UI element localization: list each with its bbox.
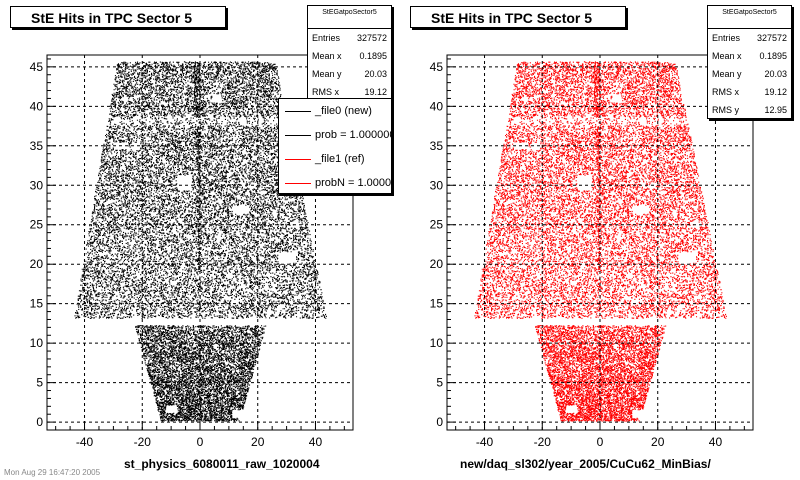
scatter-mark (474, 61, 727, 422)
x-tick-label: -40 (76, 435, 94, 449)
stats-value: 19.12 (364, 87, 387, 97)
x-tick-label: 20 (651, 435, 665, 449)
y-tick-label: 10 (430, 336, 444, 350)
chart-title: StE Hits in TPC Sector 5 (10, 6, 226, 28)
y-tick-label: 20 (430, 257, 444, 271)
x-tick-label: -20 (134, 435, 152, 449)
stats-label: RMS x (312, 87, 339, 97)
legend: _file0 (new) prob = 1.000000 _file1 (ref… (278, 98, 392, 194)
plot-right: -40 -20 0 20 40 0 5 10 15 20 25 30 35 40 45 (430, 54, 754, 449)
stats-value: 19.12 (764, 87, 787, 97)
legend-swatch (285, 111, 311, 112)
y-tick-label: 20 (30, 257, 44, 271)
stats-value: 0.1895 (359, 51, 387, 61)
chart-title: StE Hits in TPC Sector 5 (410, 6, 626, 28)
x-tick-label: 20 (251, 435, 265, 449)
grid (447, 55, 753, 430)
stats-value: 20.03 (364, 69, 387, 79)
legend-swatch (285, 135, 311, 136)
x-tick-label: 40 (709, 435, 723, 449)
right-panel: -40 -20 0 20 40 0 5 10 15 20 25 30 35 40 45 StE Hits i… (400, 0, 800, 480)
y-tick-label: 40 (430, 99, 444, 113)
stats-label: Entries (312, 33, 341, 43)
legend-label: probN = 1.000000 (315, 177, 392, 189)
stats-box: StEGatpoSector5 Entries 327572 Mean x 0.18… (307, 5, 392, 101)
stats-label: RMS x (712, 87, 739, 97)
y-tick-label: 25 (30, 218, 44, 232)
legend-swatch (285, 183, 311, 184)
y-tick-label: 45 (430, 60, 444, 74)
stats-name: StEGatpoSector5 (708, 6, 791, 29)
x-tick-label: 40 (309, 435, 323, 449)
scatter-points (74, 61, 327, 422)
legend-label: prob = 1.000000 (315, 129, 392, 141)
stats-label: Entries (712, 33, 741, 43)
stats-row: RMS x 19.12 (308, 83, 391, 101)
legend-item: _file1 (ref) (279, 147, 391, 171)
stats-value: 327572 (756, 33, 787, 43)
x-tick-label: 0 (197, 435, 204, 449)
stats-row: Entries 327572 (308, 29, 391, 47)
y-tick-label: 35 (430, 139, 444, 153)
stats-value: 0.1895 (759, 51, 787, 61)
stats-value: 12.95 (764, 105, 787, 115)
legend-swatch (285, 159, 311, 160)
stats-label: Mean y (712, 69, 742, 79)
y-tick-label: 0 (436, 415, 443, 429)
y-tick-label: 40 (30, 99, 44, 113)
y-tick-label: 15 (430, 297, 444, 311)
stats-label: Mean x (312, 51, 342, 61)
stats-label: Mean x (712, 51, 742, 61)
legend-item: prob = 1.000000 (279, 123, 391, 147)
x-tick-label: -20 (534, 435, 552, 449)
stats-label: Mean y (312, 69, 342, 79)
stats-row: Entries 327572 (708, 29, 791, 47)
y-tick-label: 10 (30, 336, 44, 350)
left-panel: -40 -20 0 20 40 0 5 10 15 20 25 30 35 40 45 StE Hits i… (10, 5, 392, 471)
legend-label: _file1 (ref) (315, 153, 365, 165)
stats-row: Mean y 20.03 (308, 65, 391, 83)
stats-row: Mean y 20.03 (708, 65, 791, 83)
stats-box: StEGatpoSector5 Entries 327572 Mean x 0.18… (707, 5, 792, 119)
x-tick-label: -40 (476, 435, 494, 449)
stats-value: 327572 (356, 33, 387, 43)
stats-row: Mean x 0.1895 (708, 47, 791, 65)
stats-name: StEGatpoSector5 (308, 6, 391, 29)
y-tick-label: 30 (430, 178, 444, 192)
stats-row: RMS y 12.95 (708, 101, 791, 119)
y-tick-label: 25 (430, 218, 444, 232)
y-tick-label: 45 (30, 60, 44, 74)
y-tick-label: 0 (36, 415, 43, 429)
footer-timestamp: Mon Aug 29 16:47:20 2005 (4, 468, 101, 477)
x-axis-title: new/daq_sl302/year_2005/CuCu62_MinBias/ (460, 457, 711, 471)
legend-item: probN = 1.000000 (279, 171, 392, 193)
x-tick-label: 0 (597, 435, 604, 449)
scatter-mark (74, 61, 327, 422)
stats-value: 20.03 (764, 69, 787, 79)
x-axis-title: st_physics_6080011_raw_1020004 (124, 457, 320, 471)
scatter-points (474, 61, 727, 422)
legend-item: _file0 (new) (279, 99, 391, 123)
legend-label: _file0 (new) (315, 105, 372, 117)
y-tick-label: 30 (30, 178, 44, 192)
y-tick-label: 5 (436, 376, 443, 390)
y-tick-label: 15 (30, 297, 44, 311)
stats-label: RMS y (712, 105, 739, 115)
y-tick-label: 35 (30, 139, 44, 153)
stats-row: Mean x 0.1895 (308, 47, 391, 65)
stats-row: RMS x 19.12 (708, 83, 791, 101)
y-tick-label: 5 (36, 376, 43, 390)
